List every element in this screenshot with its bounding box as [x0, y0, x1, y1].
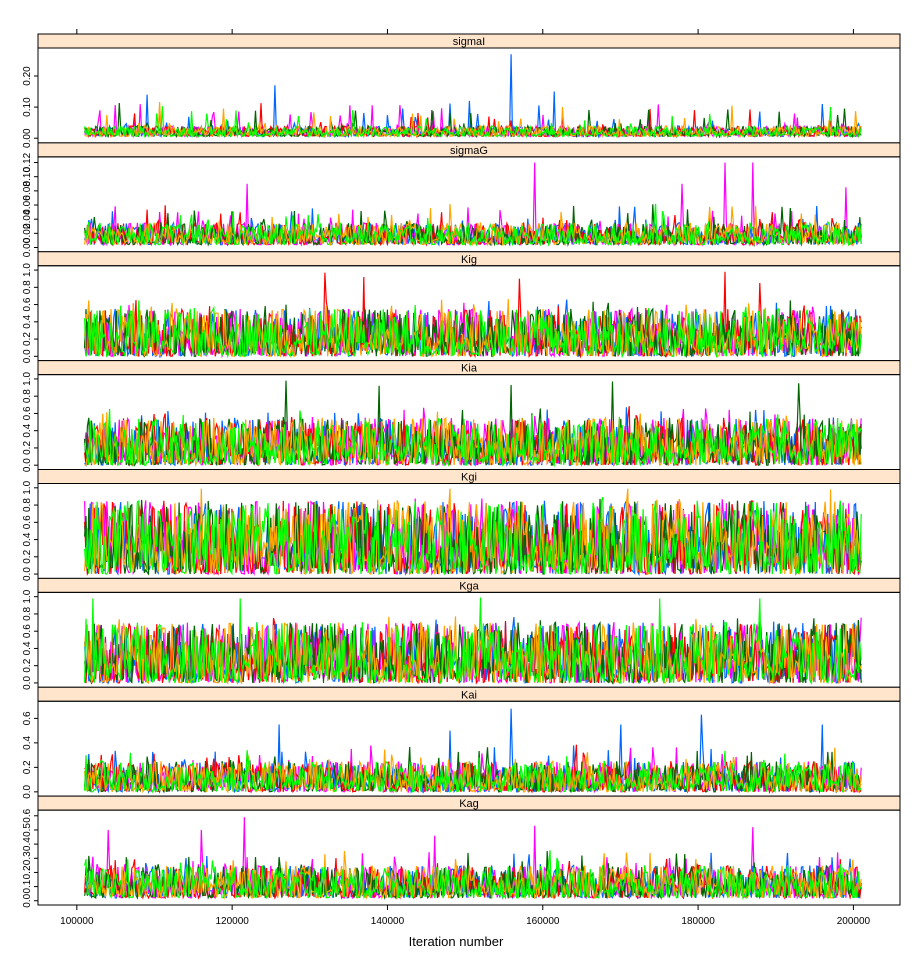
y-tick-label-Kai-3: 0.6	[22, 711, 33, 725]
strip-label-Kig: Kig	[461, 254, 477, 266]
traces-Kia	[84, 380, 862, 468]
traces-sigmaI	[84, 54, 862, 139]
y-tick-label-Kag-5: 0.5	[22, 823, 33, 837]
y-tick-label-Kga-4: 0.8	[22, 607, 33, 621]
strip-label-Kgi: Kgi	[461, 472, 477, 484]
y-tick-label-Kga-2: 0.4	[22, 641, 33, 655]
panel-Kig: Kig 0.0 0.2 0.4 0.6 0.8 1.0	[22, 251, 901, 363]
strip-label-Kai: Kai	[461, 689, 477, 701]
panel-Kia: Kia 0.0 0.2 0.4 0.6 0.8 1.0	[22, 360, 901, 472]
y-tick-label-Kai-2: 0.4	[22, 735, 33, 749]
y-tick-label-Kag-0: 0.0	[22, 893, 33, 907]
strip-label-sigmaG: sigmaG	[450, 145, 488, 157]
series-5-Kai	[84, 750, 862, 794]
y-tick-label-Kig-5: 1.0	[22, 263, 33, 277]
y-tick-label-Kag-6: 0.6	[22, 808, 33, 822]
series-5-Kag	[84, 850, 862, 900]
y-tick-label-Kig-1: 0.2	[22, 332, 33, 346]
panel-sigmaI: sigmaI 0.00 0.10 0.20	[22, 33, 901, 148]
traces-Kag	[84, 817, 862, 901]
panel-Kag: Kag 0.00.10.20.30.40.50.6	[22, 795, 901, 908]
y-tick-label-Kgi-1: 0.2	[22, 549, 33, 563]
panel-Kai: Kai 0.0 0.2 0.4 0.6	[22, 686, 901, 799]
y-tick-label-Kgi-0: 0.0	[22, 567, 33, 581]
traces-Kgi	[84, 488, 862, 577]
y-tick-label-Kga-5: 1.0	[22, 589, 33, 603]
traces-Kig	[84, 271, 862, 359]
y-tick-label-Kia-0: 0.0	[22, 458, 33, 472]
y-tick-label-Kga-3: 0.6	[22, 624, 33, 638]
traces-sigmaG	[84, 162, 862, 248]
series-0-sigmaI	[84, 54, 862, 139]
y-tick-label-Kag-3: 0.3	[22, 851, 33, 865]
traces-Kai	[84, 708, 862, 795]
y-tick-label-sigmaG-3: 0.06	[22, 195, 33, 215]
series-3-sigmaI	[84, 102, 862, 139]
y-tick-label-Kgi-3: 0.6	[22, 515, 33, 529]
strip-label-Kga: Kga	[459, 580, 479, 592]
y-tick-label-Kgi-2: 0.4	[22, 532, 33, 546]
series-5-sigmaI	[84, 106, 862, 139]
x-axis-label: Iteration number	[408, 934, 504, 949]
y-tick-label-Kig-0: 0.0	[22, 349, 33, 363]
y-tick-label-Kai-0: 0.0	[22, 784, 33, 798]
y-tick-label-Kia-5: 1.0	[22, 372, 33, 386]
y-tick-label-Kgi-4: 0.8	[22, 498, 33, 512]
y-tick-label-sigmaG-2: 0.04	[22, 209, 33, 229]
x-tick-label-1: 120000	[215, 916, 249, 927]
series-5-Kig	[84, 300, 862, 359]
y-tick-label-sigmaG-6: 0.12	[22, 152, 33, 172]
y-tick-label-sigmaG-0: 0.00	[22, 237, 33, 257]
series-5-Kga	[84, 597, 862, 685]
y-tick-label-Kga-1: 0.2	[22, 658, 33, 672]
y-tick-label-Kig-2: 0.4	[22, 314, 33, 328]
y-tick-label-Kgi-5: 1.0	[22, 480, 33, 494]
y-tick-label-Kia-1: 0.2	[22, 441, 33, 455]
y-tick-label-sigmaI-1: 0.10	[22, 97, 33, 117]
y-tick-label-sigmaI-2: 0.20	[22, 66, 33, 86]
y-tick-label-sigmaG-4: 0.08	[22, 181, 33, 201]
y-tick-label-Kia-3: 0.6	[22, 406, 33, 420]
strip-label-sigmaI: sigmaI	[453, 36, 485, 48]
y-tick-label-Kia-2: 0.4	[22, 423, 33, 437]
frame-Kag	[37, 809, 901, 906]
series-5-Kia	[84, 408, 862, 468]
y-tick-label-Kig-3: 0.6	[22, 297, 33, 311]
y-tick-label-Kga-0: 0.0	[22, 676, 33, 690]
y-tick-label-Kia-4: 0.8	[22, 389, 33, 403]
strip-label-Kag: Kag	[459, 798, 479, 810]
x-tick-label-0: 100000	[60, 916, 94, 927]
x-tick-label-3: 160000	[526, 916, 560, 927]
x-tick-label-2: 140000	[371, 916, 405, 927]
y-tick-label-Kig-4: 0.8	[22, 280, 33, 294]
y-tick-label-Kag-1: 0.1	[22, 879, 33, 893]
y-tick-label-Kag-4: 0.4	[22, 837, 33, 851]
y-tick-label-sigmaG-5: 0.10	[22, 167, 33, 187]
panel-Kga: Kga 0.0 0.2 0.4 0.6 0.8 1.0	[22, 577, 901, 690]
y-tick-label-sigmaI-0: 0.00	[22, 128, 33, 148]
traces-Kga	[84, 597, 862, 686]
strip-label-Kia: Kia	[461, 363, 478, 375]
y-tick-label-sigmaG-1: 0.02	[22, 223, 33, 243]
panel-Kgi: Kgi 0.0 0.2 0.4 0.6 0.8 1.0	[22, 469, 901, 581]
x-tick-label-5: 200000	[837, 916, 871, 927]
series-5-sigmaG	[84, 203, 862, 247]
series-5-Kgi	[84, 496, 862, 576]
y-tick-label-Kag-2: 0.2	[22, 865, 33, 879]
y-tick-label-Kai-1: 0.2	[22, 760, 33, 774]
series-4-Kai	[84, 747, 862, 794]
panel-sigmaG: sigmaG 0.000.020.040.060.080.100.12	[22, 142, 901, 257]
x-tick-label-4: 180000	[681, 916, 715, 927]
